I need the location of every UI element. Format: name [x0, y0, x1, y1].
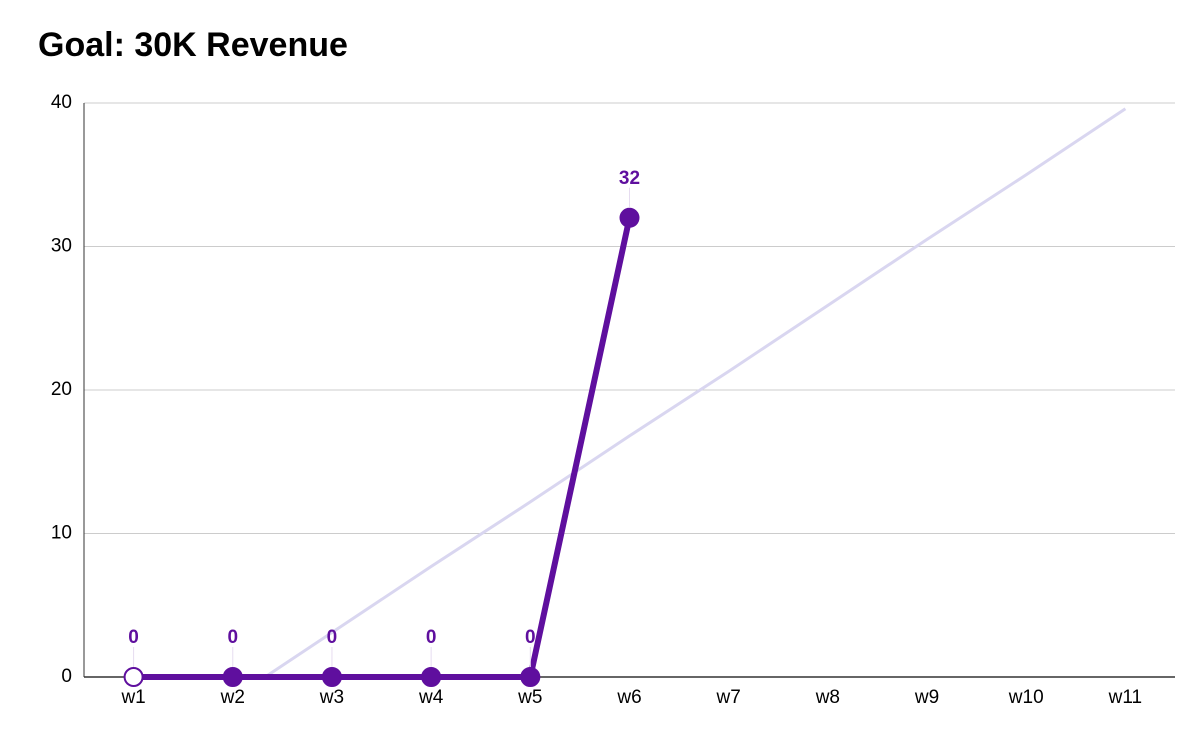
point — [619, 207, 640, 228]
x-tick-label: w6 — [616, 687, 641, 708]
x-tick-label: w11 — [1108, 687, 1142, 708]
point — [520, 667, 541, 687]
y-tick-label: 30 — [51, 236, 72, 257]
data-label: 0 — [227, 627, 238, 648]
y-tick-label: 10 — [51, 523, 72, 544]
y-tick-label: 20 — [51, 379, 72, 400]
x-tick-label: w2 — [220, 687, 245, 708]
x-tick-label: w1 — [120, 687, 145, 708]
data-label: 0 — [525, 627, 536, 648]
data-label: 0 — [128, 627, 139, 648]
x-tick-label: w10 — [1008, 687, 1044, 708]
x-tick-label: w7 — [716, 687, 741, 708]
data-label: 32 — [619, 168, 640, 189]
point — [421, 667, 442, 687]
y-tick-label: 0 — [61, 666, 72, 687]
x-tick-label: w9 — [914, 687, 939, 708]
data-label: 0 — [327, 627, 338, 648]
data-label: 0 — [426, 627, 437, 648]
y-tick-label: 40 — [51, 92, 72, 113]
x-tick-label: w8 — [815, 687, 840, 708]
series-line — [133, 217, 633, 680]
chart-title: Goal: 30K Revenue — [38, 26, 348, 64]
point — [321, 667, 342, 687]
x-tick-label: w3 — [319, 687, 344, 708]
x-tick-label: w5 — [517, 687, 542, 708]
series-line — [262, 107, 1127, 677]
point — [222, 667, 243, 687]
plot-area — [262, 107, 1127, 677]
point — [123, 667, 144, 687]
x-tick-label: w4 — [418, 687, 444, 708]
